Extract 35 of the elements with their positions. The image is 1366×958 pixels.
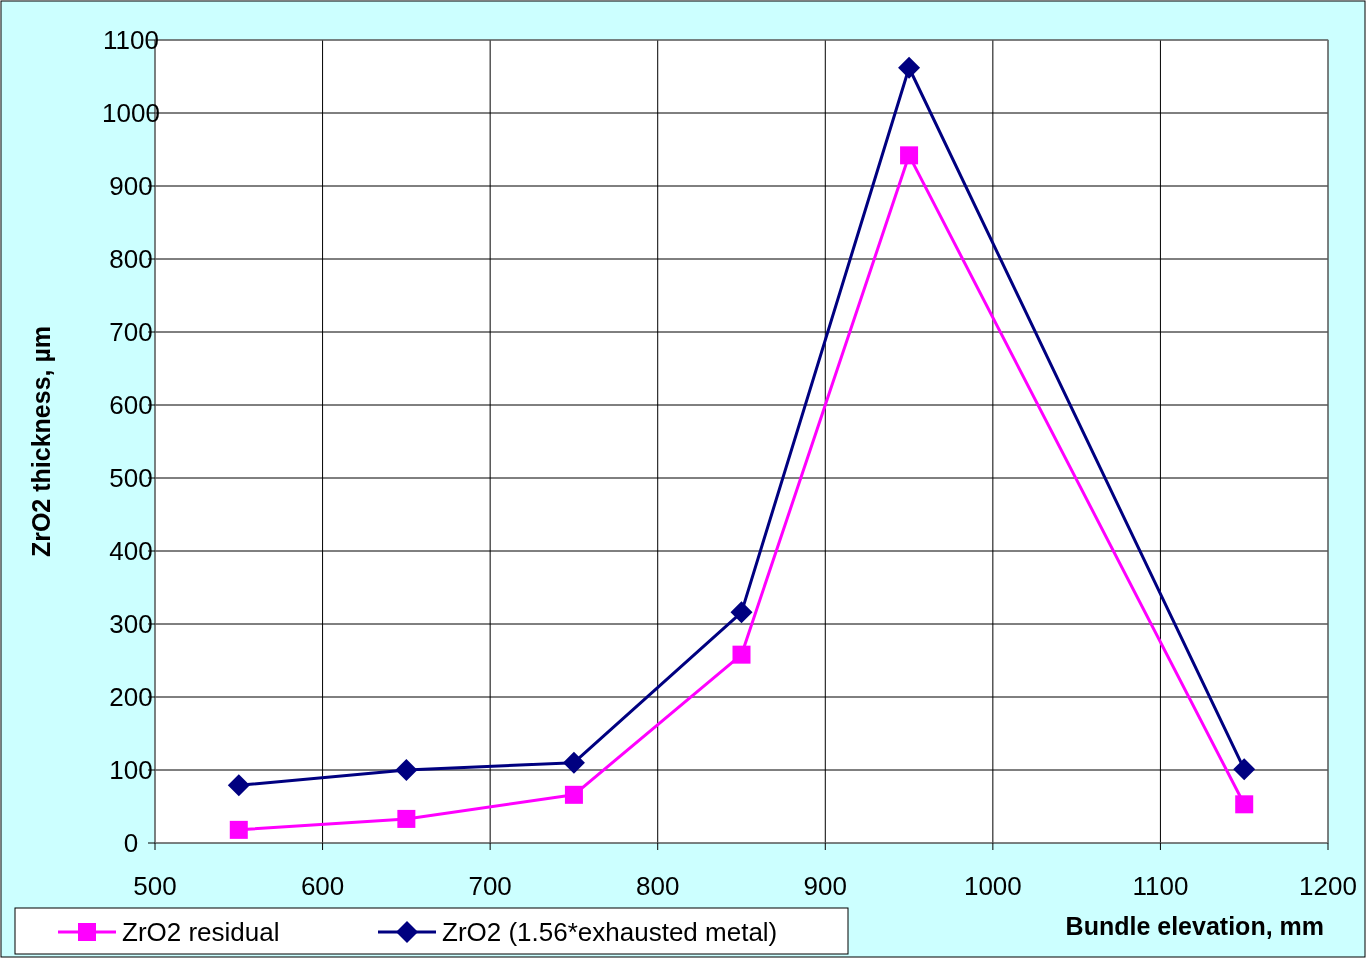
x-tick-label: 600: [300, 871, 345, 901]
y-tick-label: 800: [109, 244, 153, 275]
x-axis-title: Bundle elevation, mm: [1065, 912, 1324, 940]
x-tick-label: 1000: [963, 871, 1022, 901]
y-tick-label: 1100: [103, 25, 159, 56]
y-tick-label: 400: [109, 536, 153, 567]
y-tick-label: 100: [109, 755, 153, 786]
y-axis-title: ZrO2 thickness, µm: [27, 325, 55, 558]
point: [395, 759, 418, 781]
point: [562, 751, 585, 774]
point: [1233, 758, 1256, 781]
y-tick-label: 900: [109, 171, 153, 202]
x-tick-label: 700: [468, 871, 512, 901]
y-tick-label: 0: [123, 828, 139, 859]
y-tick-label: 200: [109, 682, 153, 713]
y-tick-label: 500: [109, 463, 153, 494]
y-tick-label: 700: [109, 317, 153, 348]
y-tick-label: 1000: [102, 98, 160, 129]
point: [732, 645, 751, 664]
legend-label: ZrO2 residual: [122, 917, 280, 948]
point: [229, 820, 248, 839]
point: [564, 785, 583, 804]
point: [900, 146, 919, 165]
legend-label: ZrO2 (1.56*exhausted metal): [442, 917, 778, 948]
point: [227, 774, 250, 797]
x-tick-label: 1100: [1132, 871, 1189, 901]
point: [730, 601, 753, 624]
point: [397, 809, 416, 828]
x-tick-label: 1200: [1299, 871, 1357, 901]
x-tick-label: 900: [803, 871, 847, 901]
y-tick-label: 300: [109, 609, 153, 640]
x-tick-label: 800: [636, 871, 680, 901]
point: [1235, 795, 1254, 814]
point: [898, 56, 921, 79]
y-tick-label: 600: [109, 390, 153, 421]
